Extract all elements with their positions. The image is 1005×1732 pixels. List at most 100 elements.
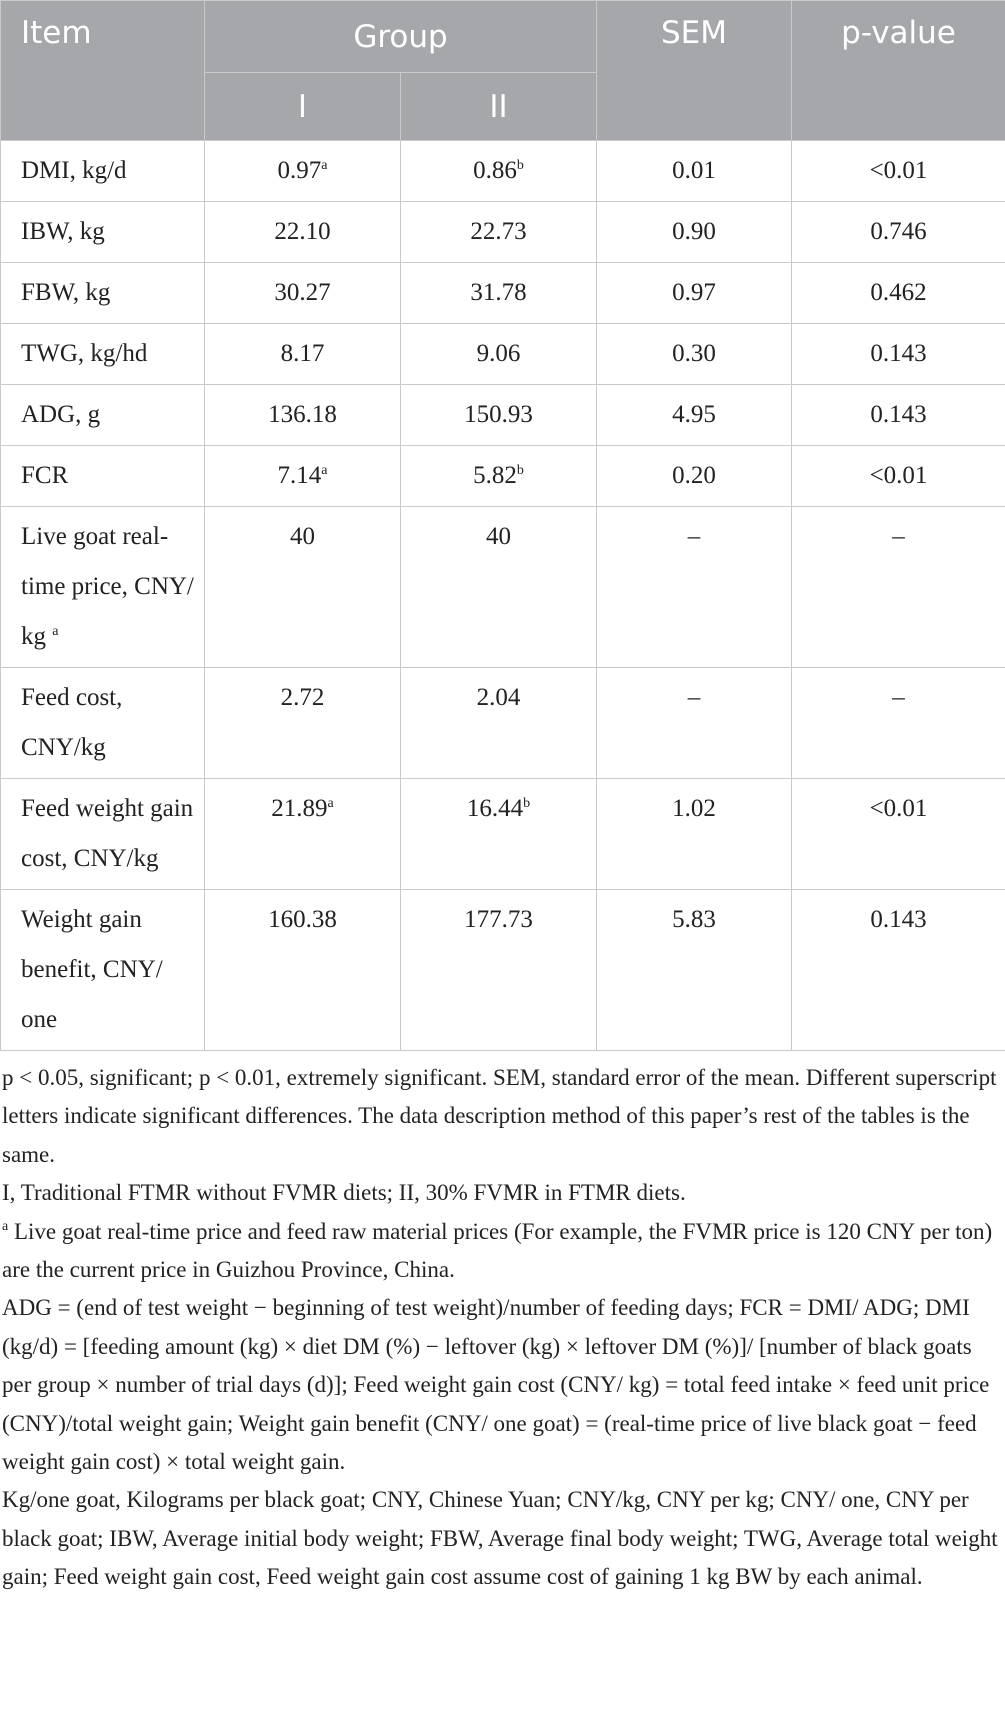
footnote: I, Traditional FTMR without FVMR diets; … (2, 1174, 1003, 1212)
data-cell: 21.89a (204, 778, 401, 890)
data-cell: 5.82b (399, 445, 598, 507)
data-cell: – (596, 667, 793, 779)
text: ADG, g (21, 401, 101, 428)
footnote: p < 0.05, significant; p < 0.01, extreme… (2, 1059, 1003, 1174)
text: <0.01 (869, 462, 928, 489)
footnote: a Live goat real-time price and feed raw… (2, 1213, 1003, 1290)
data-cell: 2.04 (399, 667, 598, 779)
text: 22.73 (470, 218, 527, 245)
data-cell: 136.18 (204, 384, 401, 446)
results-table: Item Group SEM p-value I II DMI, kg/d 0.9… (0, 0, 1005, 1051)
data-cell: 0.97a (204, 140, 401, 202)
table-row: Feed cost, CNY/kg 2.72 2.04 – – (0, 667, 1005, 779)
text: Kg/one goat, Kilograms per black goat; C… (2, 1487, 998, 1590)
text: 0.143 (870, 401, 927, 428)
text: 0.143 (870, 340, 927, 367)
header-cell: SEM (596, 0, 793, 141)
data-cell: – (791, 506, 1005, 668)
data-cell: 0.746 (791, 201, 1005, 263)
text: 7.14 (277, 462, 322, 489)
text: 136.18 (268, 401, 337, 428)
data-cell: 0.01 (596, 140, 793, 202)
data-cell: <0.01 (791, 778, 1005, 890)
text: 0.462 (870, 279, 927, 306)
text: 0.97 (277, 157, 322, 184)
text: 150.93 (464, 401, 533, 428)
superscript: a (52, 624, 59, 639)
data-cell: 9.06 (399, 323, 598, 385)
header-cell: Item (0, 0, 205, 141)
data-cell: 40 (399, 506, 598, 668)
text: 2.04 (476, 684, 521, 711)
text: DMI, kg/d (21, 157, 127, 184)
table-row: IBW, kg 22.10 22.73 0.90 0.746 (0, 201, 1005, 263)
text: 0.30 (672, 340, 716, 367)
text: 30.27 (274, 279, 331, 306)
data-cell: 0.143 (791, 889, 1005, 1051)
data-cell: 5.83 (596, 889, 793, 1051)
text: Weight gain benefit, CNY/ one (21, 906, 163, 1033)
data-cell: 160.38 (204, 889, 401, 1051)
text: – (892, 523, 905, 550)
data-cell: 30.27 (204, 262, 401, 324)
row-label: DMI, kg/d (0, 140, 205, 202)
superscript: b (516, 463, 524, 478)
table-row: TWG, kg/hd 8.17 9.06 0.30 0.143 (0, 323, 1005, 385)
text: 16.44 (466, 795, 524, 822)
data-cell: 7.14a (204, 445, 401, 507)
row-label: Live goat real-time price, CNY/ kg a (0, 506, 205, 668)
text: 40 (290, 523, 315, 550)
header-cell: Group (203, 0, 598, 73)
text: 21.89 (271, 795, 328, 822)
superscript: b (516, 158, 524, 173)
text: 0.746 (870, 218, 927, 245)
text: FBW, kg (21, 279, 111, 306)
table-row: DMI, kg/d 0.97a 0.86b 0.01 <0.01 (0, 140, 1005, 202)
table-body: DMI, kg/d 0.97a 0.86b 0.01 <0.01 IBW, kg 22.10… (0, 140, 1005, 1051)
data-cell: 22.10 (204, 201, 401, 263)
text: – (687, 523, 701, 550)
data-cell: 0.30 (596, 323, 793, 385)
header-cell: p-value (791, 0, 1005, 141)
data-cell: 150.93 (399, 384, 598, 446)
data-cell: <0.01 (791, 445, 1005, 507)
text: Feed weight gain cost, CNY/kg (21, 795, 194, 872)
text: 2.72 (280, 684, 325, 711)
data-cell: 22.73 (399, 201, 598, 263)
data-cell: 0.143 (791, 323, 1005, 385)
data-cell: 0.86b (399, 140, 598, 202)
data-cell: 4.95 (596, 384, 793, 446)
text: <0.01 (869, 795, 928, 822)
text: Feed cost, CNY/kg (21, 684, 123, 761)
text: 0.90 (672, 218, 716, 245)
text: Live goat real-time price and feed raw m… (2, 1218, 993, 1283)
text: 0.86 (473, 157, 517, 184)
data-cell: 8.17 (204, 323, 401, 385)
data-cell: 16.44b (399, 778, 598, 890)
text: 5.82 (473, 462, 517, 489)
text: 5.83 (672, 906, 716, 933)
text: 177.73 (464, 906, 533, 933)
text: 4.95 (672, 401, 716, 428)
data-cell: 0.90 (596, 201, 793, 263)
row-label: Weight gain benefit, CNY/ one (0, 889, 205, 1051)
row-label: IBW, kg (0, 201, 205, 263)
row-label: Feed cost, CNY/kg (0, 667, 205, 779)
data-cell: 0.20 (596, 445, 793, 507)
text: TWG, kg/hd (21, 340, 148, 367)
text: 0.97 (672, 279, 716, 306)
text: 0.143 (870, 906, 927, 933)
superscript: b (523, 796, 531, 811)
table-row: FBW, kg 30.27 31.78 0.97 0.462 (0, 262, 1005, 324)
superscript: a (327, 796, 334, 811)
text: IBW, kg (21, 218, 105, 245)
text: 9.06 (476, 340, 521, 367)
text: 0.01 (672, 157, 716, 184)
row-label: TWG, kg/hd (0, 323, 205, 385)
header-cell: II (399, 72, 598, 141)
data-cell: – (596, 506, 793, 668)
data-cell: 0.143 (791, 384, 1005, 446)
superscript: a (321, 158, 328, 173)
text: <0.01 (869, 157, 928, 184)
text: 40 (486, 523, 511, 550)
